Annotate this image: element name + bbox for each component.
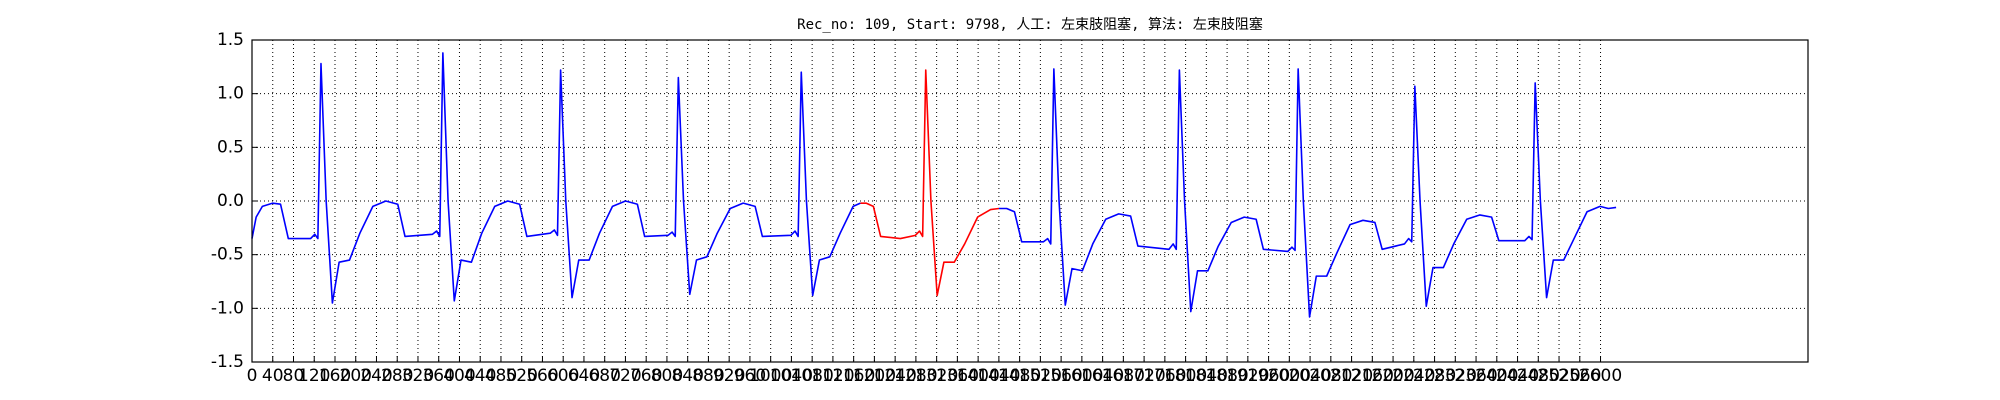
x-tick-label: 720 xyxy=(609,366,641,386)
x-tick-label: 1840 xyxy=(1185,366,1228,386)
x-tick-label: 1480 xyxy=(998,366,1041,386)
x-tick-label: 0 xyxy=(247,366,258,386)
x-tick-label: 760 xyxy=(630,366,662,386)
x-tick-label: 1680 xyxy=(1102,366,1145,386)
x-tick-label: 2360 xyxy=(1454,366,1497,386)
y-tick-label: 0.0 xyxy=(217,191,244,211)
x-tick-label: 1520 xyxy=(1019,366,1062,386)
x-tick-label: 2400 xyxy=(1475,366,1518,386)
y-tick-label: -0.5 xyxy=(211,245,244,265)
y-tick-label: -1.5 xyxy=(211,352,244,372)
x-tick-label: 120 xyxy=(298,366,330,386)
y-tick-label: 1.0 xyxy=(217,84,244,104)
x-tick-label: 1200 xyxy=(853,366,896,386)
x-tick-label: 1920 xyxy=(1226,366,1269,386)
x-tick-label: 400 xyxy=(443,366,475,386)
x-tick-label: 1760 xyxy=(1143,366,1186,386)
x-tick-label: 1320 xyxy=(915,366,958,386)
x-tick-label: 960 xyxy=(734,366,766,386)
x-tick-label: 520 xyxy=(505,366,537,386)
ecg-line xyxy=(251,52,1617,318)
x-tick-label: 280 xyxy=(381,366,413,386)
x-tick-label: 480 xyxy=(485,366,517,386)
x-tick-label: 2000 xyxy=(1268,366,1311,386)
x-tick-label: 1600 xyxy=(1060,366,1103,386)
x-tick-label: 1120 xyxy=(811,366,854,386)
x-tick-label: 680 xyxy=(588,366,620,386)
x-tick-label: 1880 xyxy=(1205,366,1248,386)
x-tick-label: 2040 xyxy=(1288,366,1331,386)
x-tick-label: 440 xyxy=(464,366,496,386)
x-tick-label: 1440 xyxy=(977,366,1020,386)
x-tick-label: 920 xyxy=(713,366,745,386)
x-tick-label: 2440 xyxy=(1496,366,1539,386)
x-tick-label: 1720 xyxy=(1122,366,1165,386)
x-tick-label: 1800 xyxy=(1164,366,1207,386)
x-tick-label: 2240 xyxy=(1392,366,1435,386)
x-tick-label: 560 xyxy=(526,366,558,386)
x-tick-label: 2480 xyxy=(1517,366,1560,386)
x-tick-label: 1000 xyxy=(749,366,792,386)
x-tick-label: 1400 xyxy=(957,366,1000,386)
chart-title: Rec_no: 109, Start: 9798, 人工: 左束肢阻塞, 算法:… xyxy=(797,16,1263,33)
x-tick-label: 2600 xyxy=(1579,366,1622,386)
x-tick-label: 160 xyxy=(319,366,351,386)
x-tick-label: 240 xyxy=(360,366,392,386)
x-tick-label: 320 xyxy=(402,366,434,386)
x-tick-label: 600 xyxy=(547,366,579,386)
x-tick-label: 800 xyxy=(651,366,683,386)
x-tick-label: 2080 xyxy=(1309,366,1352,386)
x-tick-label: 80 xyxy=(283,366,305,386)
x-tick-label: 1240 xyxy=(874,366,917,386)
y-tick-label: 0.5 xyxy=(217,137,244,157)
ecg-line xyxy=(860,69,999,297)
y-tick-label: 1.5 xyxy=(217,30,244,50)
x-tick-label: 1560 xyxy=(1039,366,1082,386)
x-tick-label: 880 xyxy=(692,366,724,386)
y-tick-label: -1.0 xyxy=(211,298,244,318)
x-tick-label: 1640 xyxy=(1081,366,1124,386)
x-tick-label: 2200 xyxy=(1371,366,1414,386)
x-tick-label: 840 xyxy=(671,366,703,386)
grid xyxy=(251,39,1808,363)
ticks: -1.5-1.0-0.50.00.51.01.50 40 8012016020024… xyxy=(211,30,1622,386)
x-tick-label: 2160 xyxy=(1351,366,1394,386)
x-tick-label: 2560 xyxy=(1558,366,1601,386)
x-tick-label: 2120 xyxy=(1330,366,1373,386)
x-tick-label: 2320 xyxy=(1434,366,1477,386)
x-tick-label: 1280 xyxy=(894,366,937,386)
x-tick-label: 40 xyxy=(262,366,284,386)
x-tick-label: 1360 xyxy=(936,366,979,386)
x-tick-label: 1080 xyxy=(791,366,834,386)
x-tick-label: 1960 xyxy=(1247,366,1290,386)
x-tick-label: 1040 xyxy=(770,366,813,386)
x-tick-label: 2520 xyxy=(1537,366,1580,386)
x-tick-label: 2280 xyxy=(1413,366,1456,386)
x-tick-label: 640 xyxy=(568,366,600,386)
plot-frame xyxy=(251,39,1809,363)
x-tick-label: 1160 xyxy=(832,366,875,386)
lines xyxy=(251,52,1617,318)
x-tick-label: 200 xyxy=(340,366,372,386)
x-tick-label: 360 xyxy=(422,366,454,386)
